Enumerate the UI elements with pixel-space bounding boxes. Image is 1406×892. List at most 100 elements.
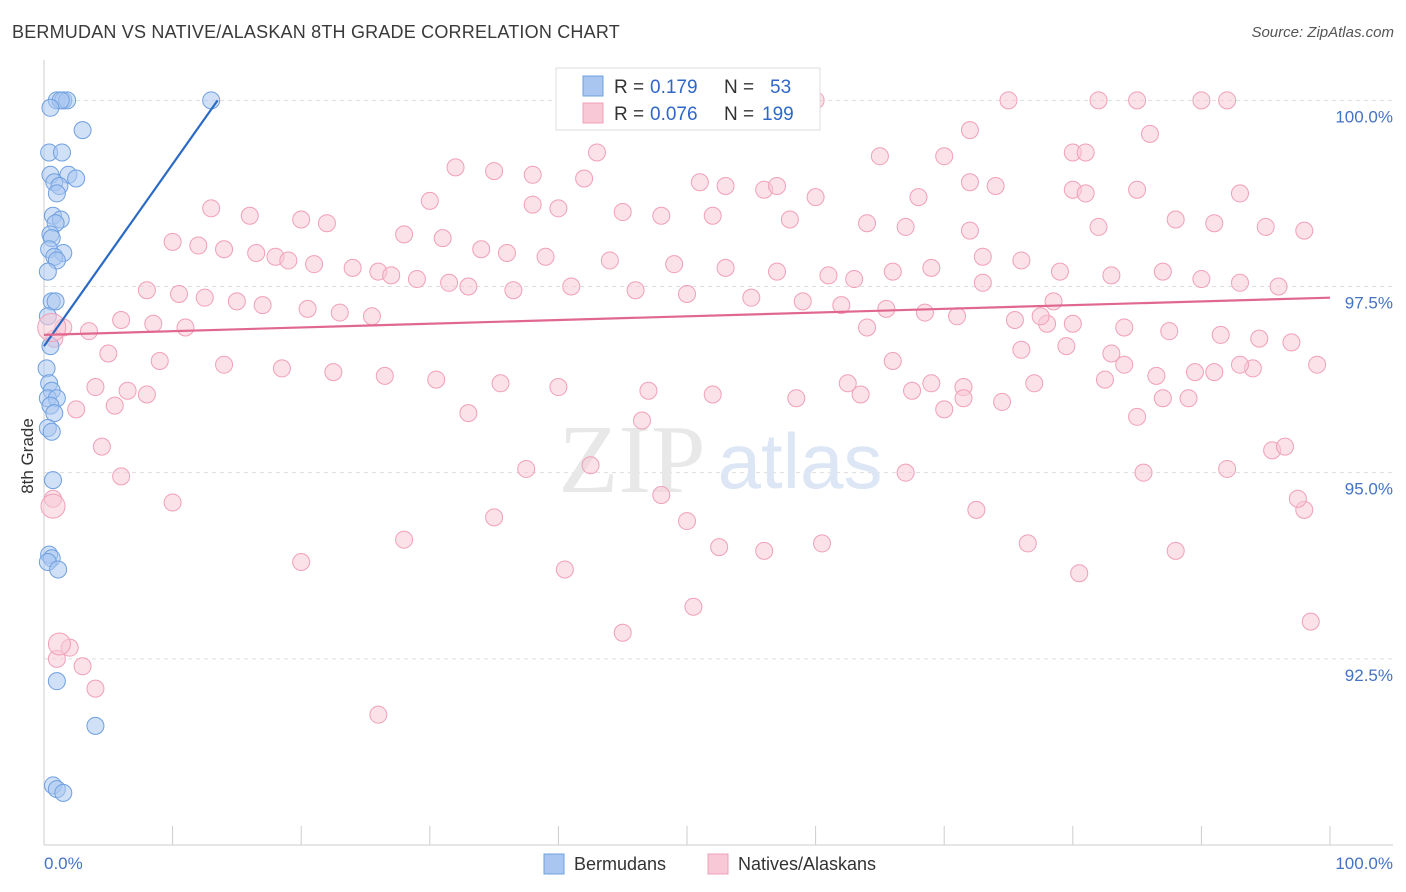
y-tick-label: 97.5% [1345,294,1393,313]
data-point [317,214,336,233]
data-point [44,471,63,490]
data-point [1012,340,1031,359]
data-point [549,378,568,397]
data-point [581,456,600,475]
data-point [73,657,92,676]
data-point [1211,325,1230,344]
data-point [909,188,928,207]
data-point [960,221,979,240]
bottom-legend-label-natives: Natives/Alaskans [738,854,876,874]
data-point [935,400,954,419]
data-point [215,240,234,259]
data-point [1166,541,1185,560]
data-point [1160,322,1179,341]
data-point [1166,210,1185,229]
data-point [665,255,684,274]
data-point [1102,266,1121,285]
legend-r-label-1: R = [614,77,644,98]
data-point [195,288,214,307]
data-point [163,232,182,251]
data-point [517,459,536,478]
data-point [137,385,156,404]
data-point [678,512,696,531]
data-point [1179,389,1198,408]
data-point [240,206,259,225]
data-point [247,243,266,262]
data-point [1115,318,1134,337]
data-point [1185,363,1204,382]
data-point [118,381,137,400]
data-point [993,392,1012,411]
data-point [305,255,324,274]
data-point [298,299,317,318]
data-point [1063,314,1082,333]
legend-swatch-bermudans [582,75,604,97]
data-point [838,374,857,393]
data-point [896,463,915,482]
data-point [343,258,362,277]
data-point [1230,273,1249,292]
data-point [42,422,61,441]
data-point [639,381,658,400]
data-point [1218,459,1237,478]
data-point [420,191,439,210]
data-point [948,307,967,326]
stats-legend: R = 0.179 N = 53 R = 0.076 N = 199 [555,67,821,131]
data-point [954,389,973,408]
data-point [999,91,1018,110]
data-point [1308,355,1327,374]
data-point [1076,184,1095,203]
data-point [497,243,516,262]
data-point [1076,143,1095,162]
watermark: ZIP atlas [559,406,883,514]
data-point [1018,534,1037,553]
data-point [227,292,246,311]
trend-lines [43,99,1331,347]
data-point [1256,217,1275,236]
legend-swatch-natives [582,102,604,124]
data-point [1205,363,1224,382]
legend-n-value-1: 53 [770,77,791,98]
data-point [112,311,131,330]
data-point [253,296,272,315]
data-point [1153,389,1172,408]
data-point [858,214,877,233]
data-point [472,240,491,259]
data-point [780,210,799,229]
data-point-large [40,493,66,519]
data-point [1192,270,1211,289]
data-point [1301,612,1320,631]
legend-n-label-1: N = [724,77,754,98]
data-point [47,672,66,691]
legend-n-label-2: N = [724,104,754,125]
data-point [279,251,298,270]
data-point [45,404,64,423]
data-point [690,173,709,192]
data-point [678,284,696,303]
data-point [1269,277,1288,296]
data-point [1128,91,1147,110]
data-point [973,273,992,292]
data-point [189,236,208,255]
data-point [37,359,56,378]
series-legend: Bermudans Natives/Alaskans [543,853,876,875]
data-point [986,176,1005,195]
y-axis-title: 8th Grade [18,418,37,494]
data-point [67,169,86,188]
data-point [523,165,542,184]
data-point [170,284,189,303]
data-point [877,299,896,318]
data-point [1031,307,1050,326]
data-point [112,467,131,486]
data-point [1147,366,1166,385]
data-point [1044,292,1063,311]
data-point [427,370,446,389]
trend-line [43,296,1331,337]
bottom-legend-label-bermudans: Bermudans [574,854,666,874]
data-point [1153,262,1172,281]
data-point [819,266,838,285]
data-point [652,486,671,505]
x-tick-label-left: 0.0% [44,854,83,873]
data-point [446,158,465,177]
data-point [202,199,221,218]
